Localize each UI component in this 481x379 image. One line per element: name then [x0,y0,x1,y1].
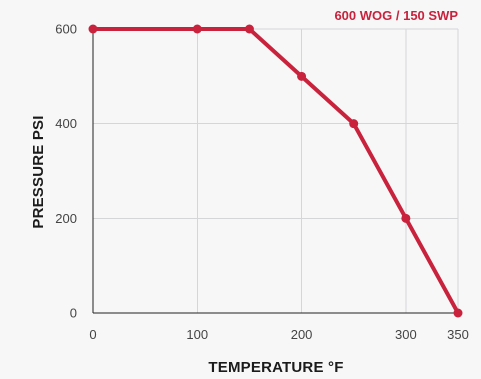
y-tick-label: 400 [55,116,77,131]
grid [93,28,459,313]
series-line [91,27,460,315]
data-point [453,308,463,318]
data-point [297,71,307,81]
labels: 0 200 400 600 0 100 200 300 350 [55,22,469,343]
y-tick-label: 200 [55,211,77,226]
data-point [401,213,411,223]
data-point [349,119,359,129]
x-tick-label: 300 [395,327,417,342]
y-tick-label: 600 [55,22,77,37]
data-point [192,24,202,34]
data-point [244,24,254,34]
x-axis-title: TEMPERATURE °F [208,359,343,376]
data-point [88,24,98,34]
y-axis-title: PRESSURE PSI [30,115,47,228]
x-tick-label: 0 [89,327,96,342]
legend-label: 600 WOG / 150 SWP [334,8,458,23]
axes [92,29,458,314]
x-tick-label: 350 [447,327,469,342]
x-tick-label: 200 [291,327,313,342]
x-tick-label: 100 [186,327,208,342]
series-layer [88,24,463,318]
y-tick-label: 0 [70,306,77,321]
